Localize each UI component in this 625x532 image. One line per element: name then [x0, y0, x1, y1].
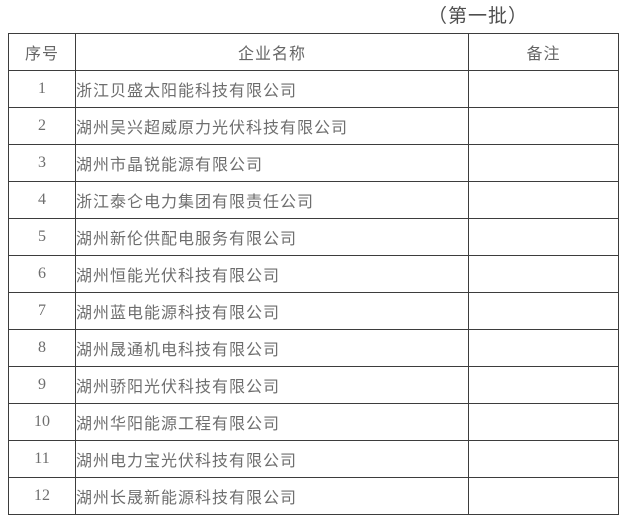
- row-index-cell: 10: [8, 403, 76, 441]
- remark-cell: [468, 477, 619, 515]
- table-row: 4 浙江泰仑电力集团有限责任公司: [8, 181, 619, 219]
- row-index-cell: 1: [8, 70, 76, 108]
- company-name-cell: 湖州晟通机电科技有限公司: [75, 329, 469, 367]
- company-name-cell: 湖州市晶锐能源有限公司: [75, 144, 469, 182]
- batch-title: （第一批）: [428, 6, 529, 27]
- remark-cell: [468, 255, 619, 293]
- company-name-cell: 湖州新伦供配电服务有限公司: [75, 218, 469, 256]
- remark-cell: [468, 70, 619, 108]
- company-name-cell: 浙江贝盛太阳能科技有限公司: [75, 70, 469, 108]
- row-index-cell: 2: [8, 107, 76, 145]
- table-row: 2 湖州吴兴超威原力光伏科技有限公司: [8, 107, 619, 145]
- company-name-cell: 湖州骄阳光伏科技有限公司: [75, 366, 469, 404]
- header-index: 序号: [8, 33, 76, 71]
- row-index-cell: 8: [8, 329, 76, 367]
- table-row: 12 湖州长晟新能源科技有限公司: [8, 477, 619, 515]
- remark-cell: [468, 107, 619, 145]
- header-remark: 备注: [468, 33, 619, 71]
- remark-cell: [468, 366, 619, 404]
- company-name-cell: 湖州恒能光伏科技有限公司: [75, 255, 469, 293]
- row-index-cell: 3: [8, 144, 76, 182]
- table-row: 6 湖州恒能光伏科技有限公司: [8, 255, 619, 293]
- row-index-cell: 11: [8, 440, 76, 478]
- table-row: 8 湖州晟通机电科技有限公司: [8, 329, 619, 367]
- table-header: 序号 企业名称 备注: [8, 33, 619, 71]
- table-row: 3 湖州市晶锐能源有限公司: [8, 144, 619, 182]
- company-table: 序号 企业名称 备注 1 浙江贝盛太阳能科技有限公司 2 湖州吴兴超威原力光伏科技有限…: [8, 33, 619, 515]
- company-name-cell: 湖州电力宝光伏科技有限公司: [75, 440, 469, 478]
- table-row: 7 湖州蓝电能源科技有限公司: [8, 292, 619, 330]
- header-company-name: 企业名称: [75, 33, 469, 71]
- table-row: 11 湖州电力宝光伏科技有限公司: [8, 440, 619, 478]
- remark-cell: [468, 181, 619, 219]
- row-index-cell: 12: [8, 477, 76, 515]
- company-name-cell: 湖州蓝电能源科技有限公司: [75, 292, 469, 330]
- table-row: 9 湖州骄阳光伏科技有限公司: [8, 366, 619, 404]
- remark-cell: [468, 218, 619, 256]
- row-index-cell: 4: [8, 181, 76, 219]
- company-name-cell: 湖州长晟新能源科技有限公司: [75, 477, 469, 515]
- remark-cell: [468, 440, 619, 478]
- company-name-cell: 湖州吴兴超威原力光伏科技有限公司: [75, 107, 469, 145]
- row-index-cell: 7: [8, 292, 76, 330]
- row-index-cell: 5: [8, 218, 76, 256]
- remark-cell: [468, 329, 619, 367]
- table-body: 1 浙江贝盛太阳能科技有限公司 2 湖州吴兴超威原力光伏科技有限公司 3 湖州市晶锐能源有…: [8, 70, 619, 515]
- table-row: 1 浙江贝盛太阳能科技有限公司: [8, 70, 619, 108]
- remark-cell: [468, 144, 619, 182]
- company-name-cell: 湖州华阳能源工程有限公司: [75, 403, 469, 441]
- company-name-cell: 浙江泰仑电力集团有限责任公司: [75, 181, 469, 219]
- header-row: 序号 企业名称 备注: [8, 33, 619, 71]
- table-row: 10 湖州华阳能源工程有限公司: [8, 403, 619, 441]
- remark-cell: [468, 403, 619, 441]
- row-index-cell: 9: [8, 366, 76, 404]
- remark-cell: [468, 292, 619, 330]
- table-row: 5 湖州新伦供配电服务有限公司: [8, 218, 619, 256]
- row-index-cell: 6: [8, 255, 76, 293]
